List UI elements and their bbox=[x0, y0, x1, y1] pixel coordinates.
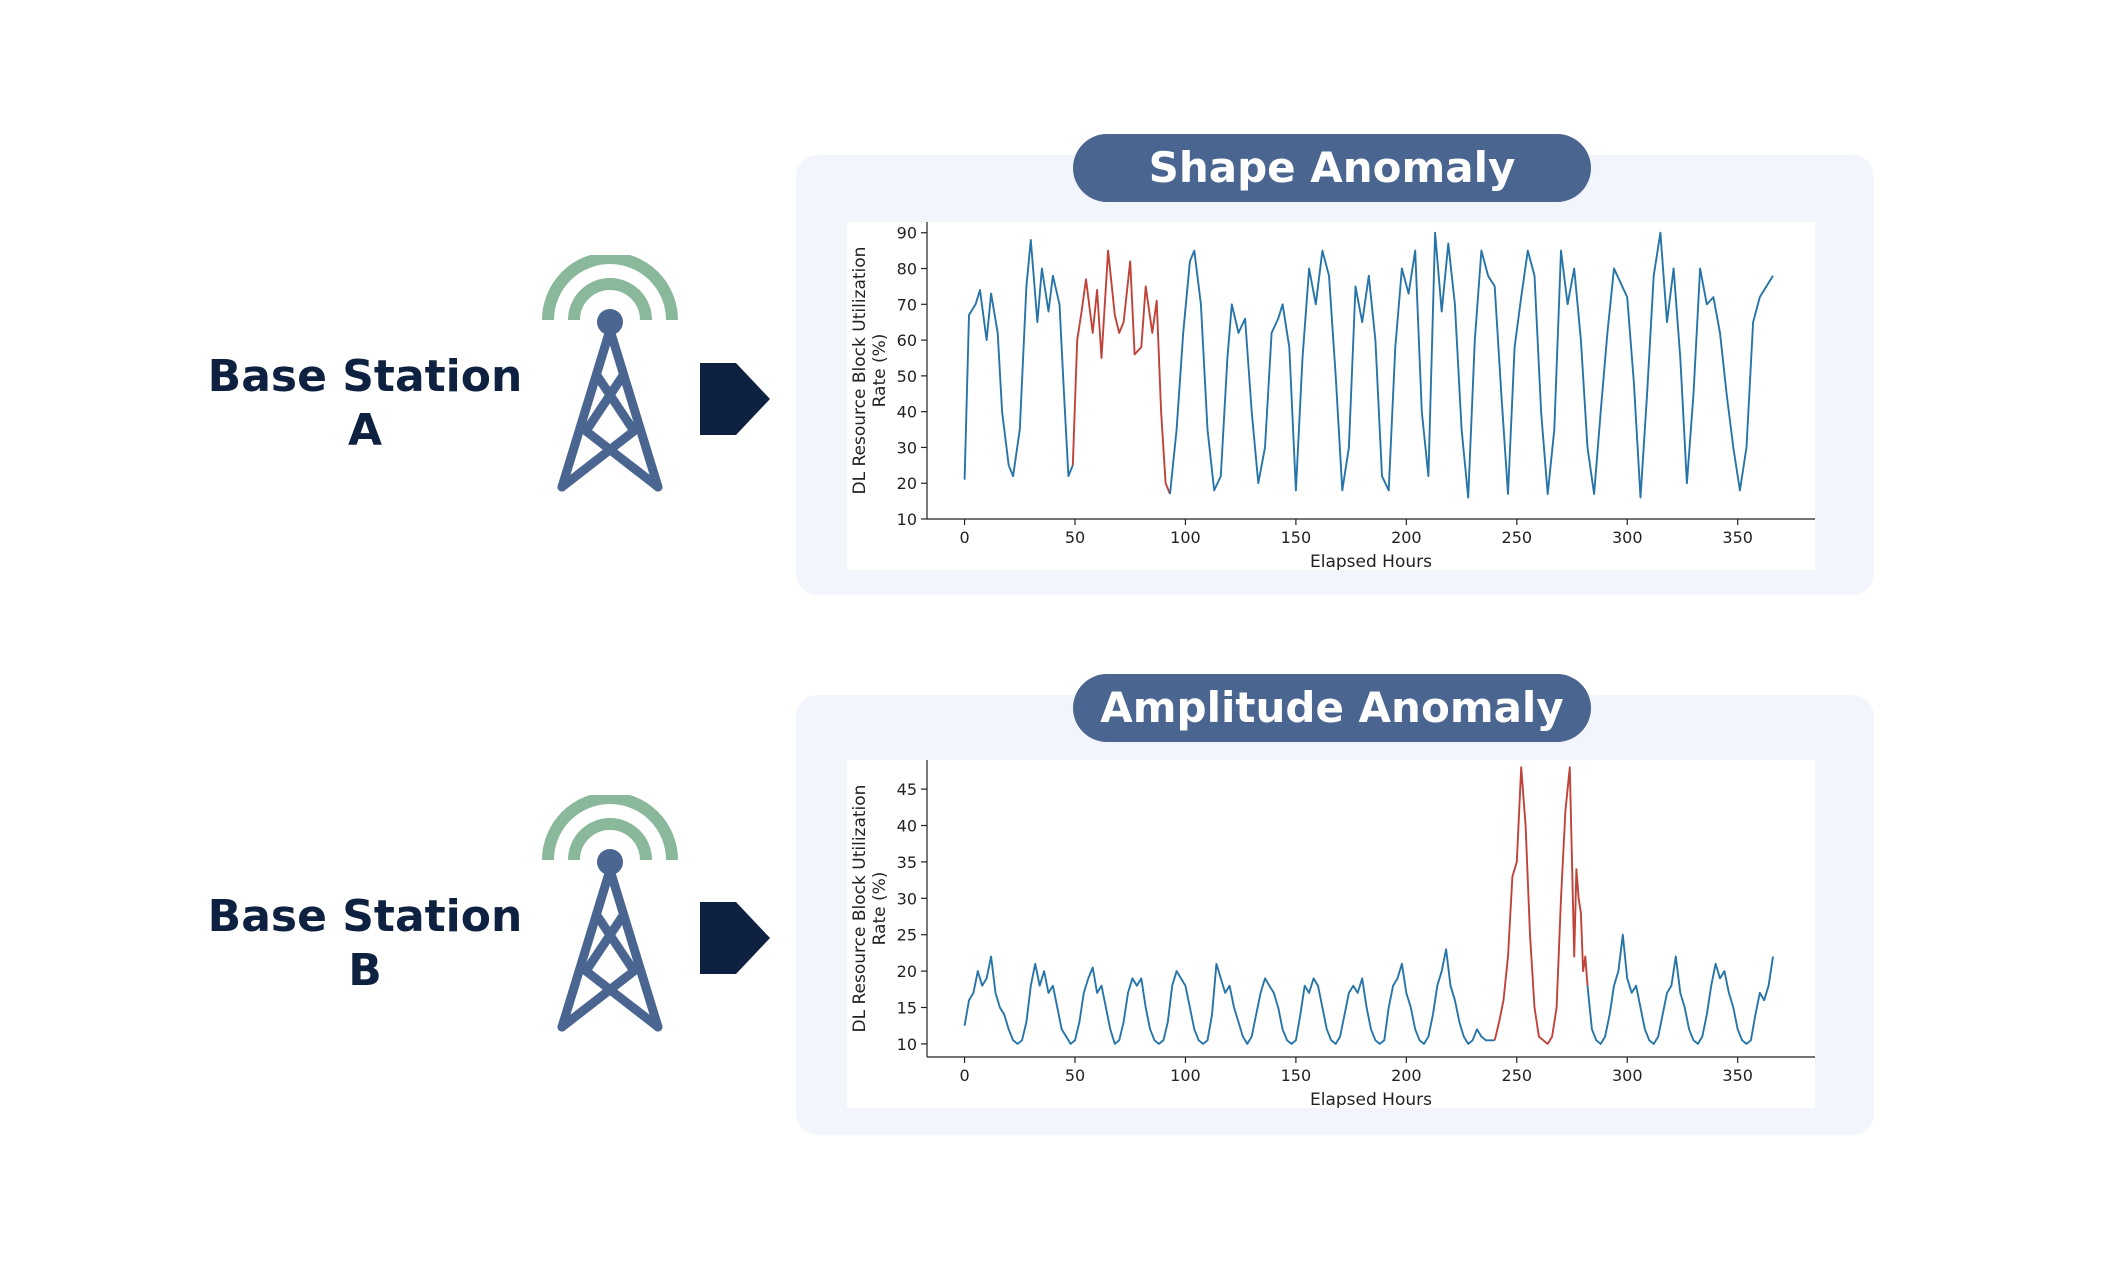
station-label-a: Base Station A bbox=[200, 350, 530, 458]
y-tick-label: 80 bbox=[897, 260, 917, 279]
y-tick-label: 70 bbox=[897, 295, 917, 314]
y-tick-label: 25 bbox=[897, 926, 917, 945]
station-label-b: Base Station B bbox=[200, 890, 530, 998]
y-tick-label: 60 bbox=[897, 331, 917, 350]
x-tick-label: 200 bbox=[1391, 528, 1422, 547]
x-tick-label: 250 bbox=[1502, 528, 1533, 547]
shape-anomaly-chart: 0 50 100 150 200 250 300 350 10 20 30 40 50 60 70 80 90 E… bbox=[847, 222, 1815, 570]
normal-series-line bbox=[963, 948, 1495, 1045]
y-tick-label: 50 bbox=[897, 367, 917, 386]
station-label-b-line1: Base Station bbox=[207, 891, 523, 942]
y-tick-label: 30 bbox=[897, 889, 917, 908]
cell-tower-icon bbox=[542, 255, 678, 492]
x-tick-label: 50 bbox=[1065, 528, 1085, 547]
y-tick-label: 40 bbox=[897, 817, 917, 836]
x-tick-label: 350 bbox=[1722, 1066, 1753, 1085]
y-axis-label-line1: DL Resource Block Utilization bbox=[850, 247, 870, 495]
y-tick-label: 15 bbox=[897, 999, 917, 1018]
arrow-right-icon bbox=[700, 902, 770, 974]
x-tick-label: 100 bbox=[1170, 1066, 1201, 1085]
y-axis-label-line1: DL Resource Block Utilization bbox=[850, 785, 870, 1033]
cell-tower-icon bbox=[542, 795, 678, 1032]
arrow-right-icon bbox=[700, 363, 770, 435]
y-tick-label: 45 bbox=[897, 780, 917, 799]
y-tick-label: 90 bbox=[897, 224, 917, 243]
x-tick-label: 0 bbox=[959, 1066, 969, 1085]
y-tick-label: 35 bbox=[897, 853, 917, 872]
y-tick-label: 30 bbox=[897, 438, 917, 457]
y-tick-label: 40 bbox=[897, 403, 917, 422]
y-axis-label-line2: Rate (%) bbox=[870, 334, 890, 408]
normal-series-line bbox=[1169, 231, 1774, 499]
station-label-a-line2: A bbox=[347, 405, 383, 456]
station-label-b-line2: B bbox=[348, 945, 382, 996]
y-axis-label-line2: Rate (%) bbox=[870, 872, 890, 946]
station-label-a-line1: Base Station bbox=[207, 351, 523, 402]
chart-title-amplitude: Amplitude Anomaly bbox=[1073, 674, 1591, 742]
anomaly-series-line bbox=[1071, 249, 1171, 495]
chart-title-shape: Shape Anomaly bbox=[1073, 134, 1591, 202]
y-tick-label: 10 bbox=[897, 1035, 917, 1054]
amplitude-anomaly-chart: 0 50 100 150 200 250 300 350 10 15 20 25 30 35 40 45 Ela… bbox=[847, 760, 1815, 1108]
x-tick-label: 50 bbox=[1065, 1066, 1085, 1085]
shape-anomaly-plot: 0 50 100 150 200 250 300 350 10 20 30 40 50 60 70 80 90 E… bbox=[850, 222, 1815, 570]
x-axis-label: Elapsed Hours bbox=[1310, 552, 1432, 570]
normal-series-line bbox=[1586, 933, 1774, 1045]
normal-series-line bbox=[963, 238, 1074, 480]
y-tick-label: 20 bbox=[897, 474, 917, 493]
anomaly-series-line bbox=[1493, 766, 1589, 1045]
x-axis-label: Elapsed Hours bbox=[1310, 1090, 1432, 1108]
x-tick-label: 200 bbox=[1391, 1066, 1422, 1085]
x-tick-label: 250 bbox=[1502, 1066, 1533, 1085]
x-tick-label: 150 bbox=[1281, 1066, 1312, 1085]
x-tick-label: 100 bbox=[1170, 528, 1201, 547]
amplitude-anomaly-plot: 0 50 100 150 200 250 300 350 10 15 20 25 30 35 40 45 Ela… bbox=[850, 760, 1815, 1108]
x-tick-label: 300 bbox=[1612, 1066, 1643, 1085]
y-tick-label: 20 bbox=[897, 962, 917, 981]
x-tick-label: 350 bbox=[1722, 528, 1753, 547]
y-tick-label: 10 bbox=[897, 510, 917, 529]
x-tick-label: 0 bbox=[959, 528, 969, 547]
x-tick-label: 300 bbox=[1612, 528, 1643, 547]
x-tick-label: 150 bbox=[1281, 528, 1312, 547]
